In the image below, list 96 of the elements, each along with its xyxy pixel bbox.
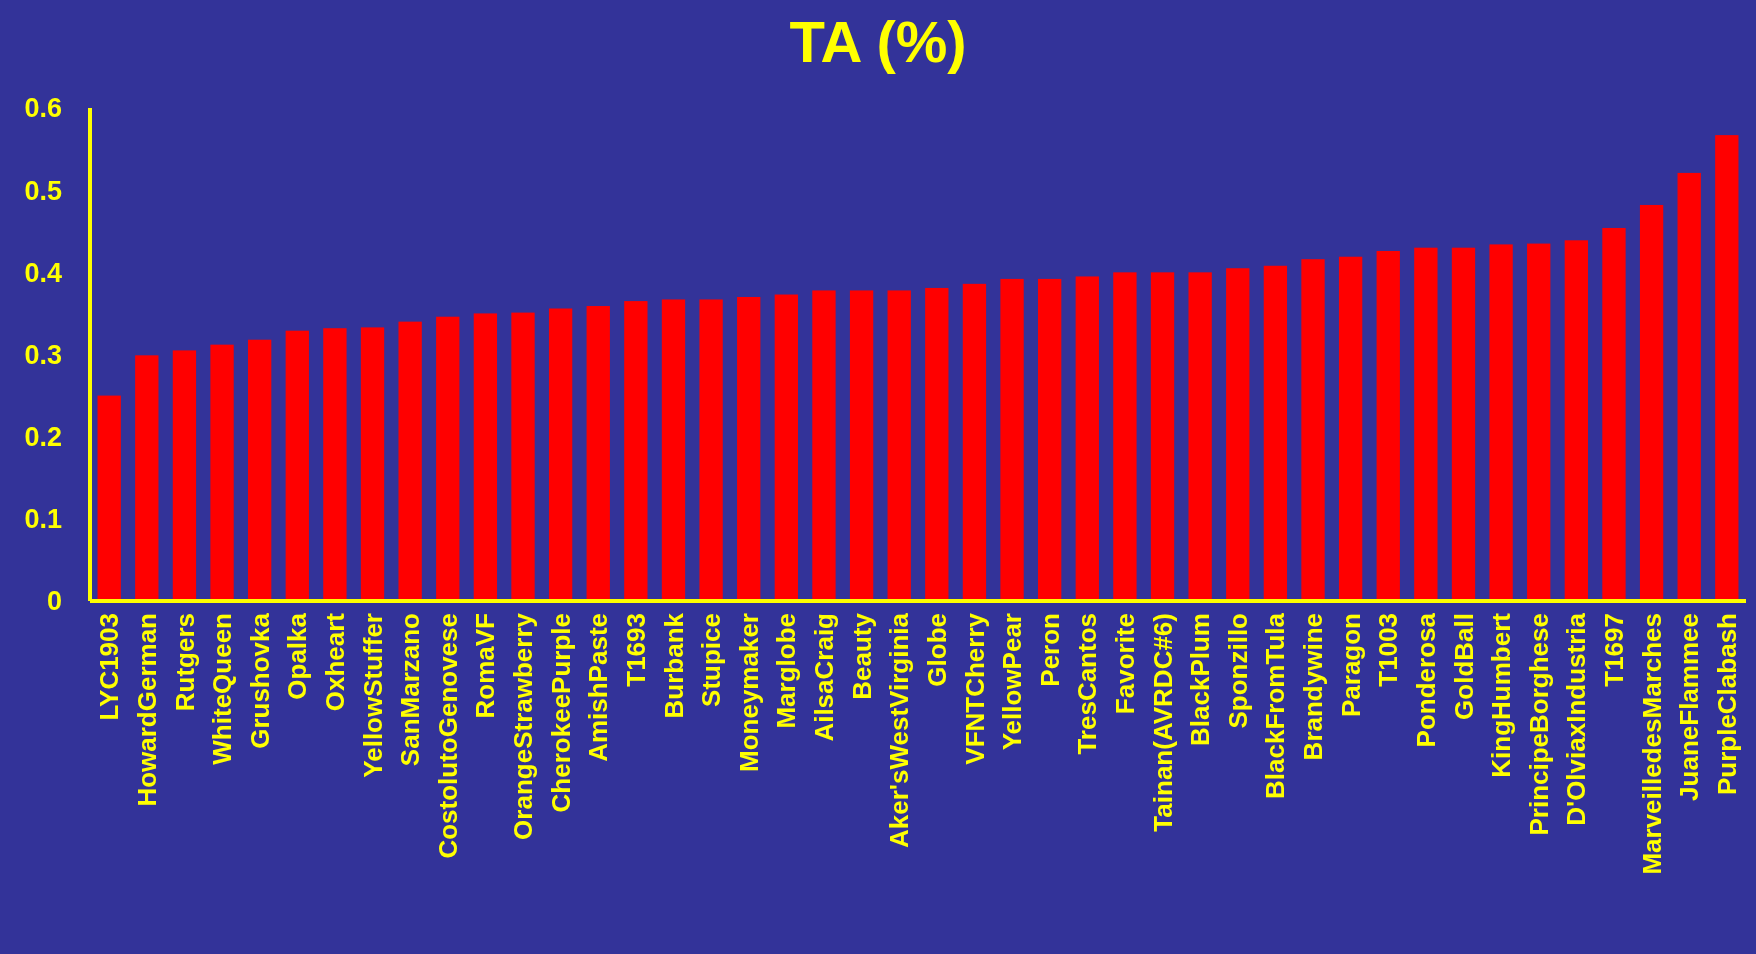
x-tick-label: BlackFromTula (1260, 612, 1291, 799)
y-tick-label: 0.5 (24, 175, 62, 206)
bar (398, 321, 422, 601)
x-tick-label: TresCantos (1072, 613, 1103, 755)
bar (360, 327, 385, 601)
x-tick-label: Beauty (846, 612, 877, 700)
bar (1000, 278, 1024, 601)
bar (699, 299, 723, 601)
bar (1414, 247, 1438, 601)
bar (586, 306, 610, 601)
bar (887, 290, 911, 601)
x-tick-label: Oxheart (320, 612, 350, 712)
bar (1301, 259, 1325, 601)
bar (774, 294, 798, 601)
y-tick-label: 0.6 (24, 93, 62, 124)
x-tick-label: Paragon (1335, 613, 1366, 718)
y-tick-label: 0.1 (24, 504, 62, 535)
bar (1677, 172, 1701, 601)
bar (1639, 204, 1664, 601)
bar (925, 287, 949, 601)
x-tick-label: LYC1903 (94, 613, 125, 721)
x-tick-label: Marglobe (771, 613, 802, 729)
bar (97, 395, 121, 601)
x-tick-label: Sponzillo (1222, 613, 1253, 729)
bar (1489, 244, 1513, 601)
x-tick-label: Opalka (282, 612, 313, 700)
bar (1150, 272, 1175, 601)
bar (210, 344, 234, 601)
bar (548, 308, 573, 601)
bar (962, 283, 987, 601)
bar (1075, 276, 1099, 601)
bar (849, 290, 874, 601)
x-tick-label: OrangeStrawberry (508, 612, 539, 840)
x-tick-label: Globe (921, 613, 952, 687)
x-tick-label: JuaneFlammee (1674, 613, 1705, 801)
y-tick-label: 0.2 (24, 422, 62, 453)
x-tick-label: Aker'sWestVirginia (884, 612, 915, 848)
bar (1038, 278, 1062, 601)
bar (1338, 256, 1363, 601)
bar (1564, 240, 1588, 601)
x-tick-label: Tainan(AVRDC#6) (1147, 613, 1178, 832)
x-tick-label: SanMarzano (395, 613, 426, 767)
bar (1226, 268, 1250, 601)
x-tick-label: T1693 (620, 613, 651, 687)
x-tick-label: VFNTCherry (959, 612, 990, 765)
bar (1602, 227, 1626, 601)
bar (323, 328, 347, 601)
x-tick-label: AmishPaste (583, 613, 614, 762)
bar (1376, 250, 1400, 601)
x-tick-label: Grushovka (244, 612, 275, 749)
bar (1188, 272, 1212, 601)
bar (1715, 135, 1739, 601)
x-tick-label: Ponderosa (1410, 612, 1441, 748)
x-tick-label: MarveilledesMarches (1636, 613, 1667, 875)
bar (248, 339, 272, 601)
x-tick-label: KingHumbert (1486, 612, 1517, 778)
bar (1527, 243, 1551, 601)
x-tick-label: Moneymaker (733, 613, 764, 772)
x-tick-label: YellowStuffer (357, 613, 388, 778)
bar (737, 296, 761, 601)
x-tick-label: D'OlviaxIndustria (1561, 612, 1592, 826)
y-tick-label: 0.4 (24, 257, 62, 288)
x-tick-label: RomaVF (470, 613, 501, 719)
x-tick-label: AilsaCraig (809, 613, 840, 742)
x-tick-label: Favorite (1110, 613, 1141, 715)
x-tick-label: Brandywine (1298, 613, 1329, 761)
x-tick-label: GoldBall (1448, 613, 1479, 720)
bar (172, 350, 197, 601)
x-tick-label: BlackPlum (1185, 613, 1216, 746)
bar (473, 313, 498, 601)
x-tick-label: T1003 (1373, 613, 1404, 687)
bar (1263, 265, 1288, 601)
bar (1113, 272, 1137, 601)
x-tick-label: T1697 (1599, 613, 1630, 687)
x-tick-label: WhiteQueen (207, 613, 238, 765)
bar (436, 316, 460, 601)
x-tick-label: HowardGerman (131, 613, 162, 807)
bar (1451, 247, 1476, 601)
bar (285, 330, 309, 601)
bar (135, 355, 159, 601)
x-tick-label: CostolutoGenovese (432, 613, 463, 859)
x-tick-label: Stupice (696, 613, 727, 707)
bar (624, 301, 648, 601)
x-tick-label: PrincipeBorghese (1523, 613, 1554, 836)
x-tick-label: Peron (1034, 613, 1065, 687)
bar (661, 299, 686, 601)
bar (812, 290, 836, 601)
x-tick-label: YellowPear (997, 613, 1028, 751)
x-tick-label: PurpleClabash (1711, 613, 1742, 796)
bar (511, 312, 535, 601)
x-tick-label: Rutgers (169, 613, 200, 712)
x-tick-label: Burbank (658, 612, 689, 719)
y-tick-label: 0 (46, 586, 62, 617)
chart-title: TA (%) (789, 9, 967, 74)
y-tick-label: 0.3 (24, 339, 62, 370)
x-tick-label: CherokeePurple (545, 613, 576, 813)
